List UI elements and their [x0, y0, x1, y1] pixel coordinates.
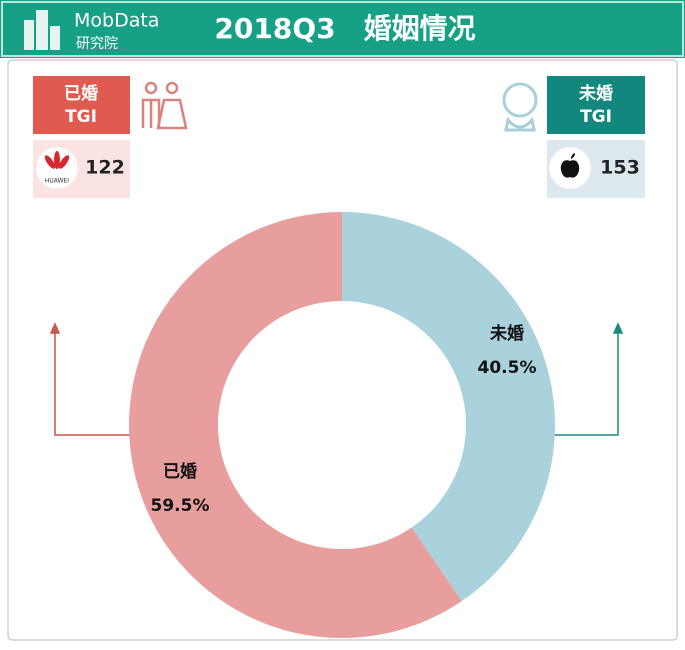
header-bar	[0, 0, 685, 58]
left-arrow	[49, 322, 132, 436]
segment-value: 59.5%	[151, 496, 210, 516]
apple-logo	[560, 153, 580, 178]
page-title: 2018Q3 婚姻情况	[214, 12, 475, 45]
segment-label: 已婚	[163, 461, 197, 482]
brand-name: MobData	[74, 10, 159, 32]
tgi-value: 153	[600, 157, 640, 179]
donut-segment	[342, 212, 555, 602]
donut-segment	[129, 212, 462, 638]
huawei-petals	[44, 151, 70, 169]
tgi-label-box	[33, 76, 130, 134]
tgi-value: 122	[85, 157, 125, 179]
brand-sub: 研究院	[76, 36, 118, 52]
segment-label: 未婚	[489, 323, 524, 344]
right-arrow	[553, 322, 624, 436]
tgi-metric: TGI	[65, 107, 97, 127]
tgi-label: 已婚	[64, 83, 98, 104]
couple-icon	[141, 81, 188, 130]
tgi-metric: TGI	[580, 107, 612, 127]
tgi-label-box	[547, 76, 645, 134]
baby-icon	[502, 82, 538, 132]
segment-value: 40.5%	[478, 358, 537, 378]
tgi-label: 未婚	[578, 83, 613, 104]
brand-name: HUAWEI	[45, 178, 69, 185]
logo-icon	[24, 10, 60, 50]
donut-chart: 未婚 40.5% 已婚 59.5%	[129, 212, 555, 638]
header-border	[1, 1, 684, 57]
